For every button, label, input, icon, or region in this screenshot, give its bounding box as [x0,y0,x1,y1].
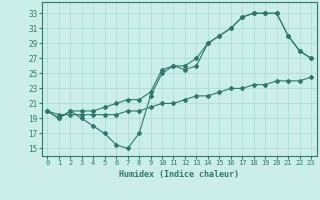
X-axis label: Humidex (Indice chaleur): Humidex (Indice chaleur) [119,170,239,179]
